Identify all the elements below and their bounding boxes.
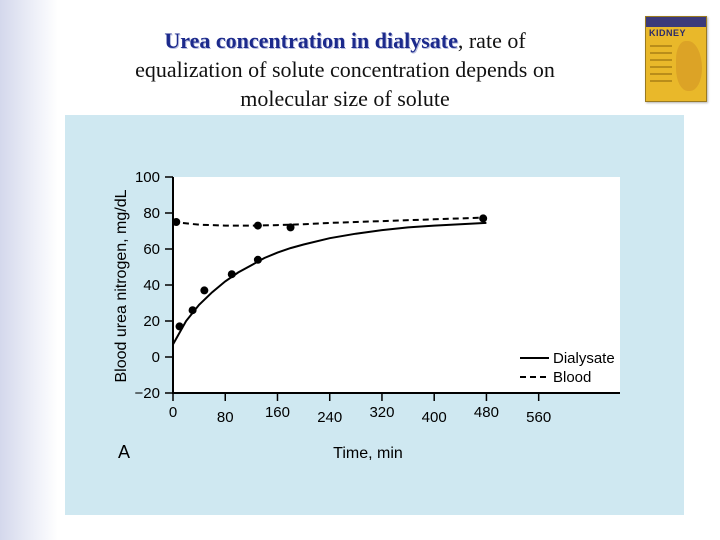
y-tick-label: 60 xyxy=(143,241,160,258)
data-point-dialysate xyxy=(286,223,295,232)
x-tick-label: 400 xyxy=(422,409,447,426)
data-point-dialysate xyxy=(175,322,184,331)
y-axis-label: Blood urea nitrogen, mg/dL xyxy=(113,189,130,382)
slide-title: Urea concentration in dialysate, rate of… xyxy=(95,26,595,113)
y-tick-label: −20 xyxy=(135,385,160,402)
title-highlight: Urea concentration in dialysate xyxy=(164,28,458,53)
legend-label-blood: Blood xyxy=(553,369,591,386)
title-line1-rest: , rate of xyxy=(457,28,526,53)
y-tick-label: 20 xyxy=(143,313,160,330)
panel-label: A xyxy=(118,442,130,462)
title-line3: molecular size of solute xyxy=(240,86,450,111)
book-cover-image: KIDNEY xyxy=(645,16,707,102)
x-tick-label: 240 xyxy=(317,409,342,426)
x-tick-label: 0 xyxy=(169,404,177,421)
x-tick-label: 160 xyxy=(265,404,290,421)
series-line-dialysate xyxy=(172,221,487,345)
book-cover-label: KIDNEY xyxy=(649,28,687,38)
left-gradient-bar xyxy=(0,0,58,540)
data-point-blood xyxy=(479,214,488,223)
x-tick-label: 560 xyxy=(526,409,551,426)
title-line2: equalization of solute concentration dep… xyxy=(135,57,555,82)
y-tick-label: 0 xyxy=(152,349,160,366)
data-point-blood xyxy=(253,221,262,230)
x-tick-label: 320 xyxy=(369,404,394,421)
data-point-dialysate xyxy=(188,306,197,315)
y-tick-label: 40 xyxy=(143,277,160,294)
x-tick-label: 480 xyxy=(474,404,499,421)
data-point-dialysate xyxy=(200,286,209,295)
data-point-blood xyxy=(172,218,181,226)
y-tick-label: 80 xyxy=(143,205,160,222)
legend-label-dialysate: Dialysate xyxy=(553,350,615,367)
data-point-dialysate xyxy=(253,255,262,264)
y-tick-label: 100 xyxy=(135,169,160,186)
x-tick-label: 80 xyxy=(217,409,234,426)
data-point-dialysate xyxy=(227,270,236,279)
x-axis-label: Time, min xyxy=(333,445,403,462)
series-line-blood xyxy=(172,216,487,227)
